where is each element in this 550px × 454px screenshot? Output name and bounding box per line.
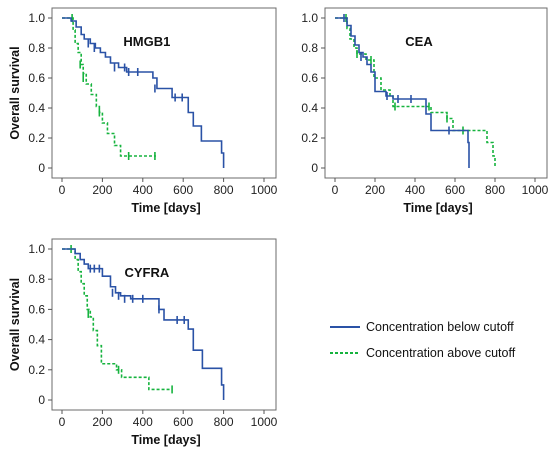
panel-title: CYFRA [124, 265, 169, 280]
plot-frame [51, 7, 277, 179]
legend-label-above: Concentration above cutoff [366, 346, 516, 360]
x-tick-label: 1000 [522, 183, 549, 197]
y-tick-label: 0.4 [28, 333, 45, 347]
chart-panel-cea: CEA 0 0.2 0.4 0.6 0.8 1.0 0 200 400 600 800 1000 Time… [301, 7, 549, 215]
x-tick-label: 1000 [251, 415, 278, 429]
x-tick-label: 800 [214, 183, 234, 197]
survival-curve [62, 248, 225, 400]
plot-frame [51, 238, 277, 411]
series-below-cutoff [335, 14, 470, 168]
survival-curve [335, 17, 496, 168]
plot-frame [324, 7, 548, 179]
y-tick-label: 0 [38, 161, 45, 175]
x-tick-label: 200 [365, 183, 385, 197]
x-tick-label: 400 [405, 183, 425, 197]
y-tick-label: 0.6 [28, 302, 45, 316]
x-tick-label: 0 [332, 183, 339, 197]
x-tick-label: 200 [92, 415, 112, 429]
y-tick-label: 0.2 [301, 131, 318, 145]
x-tick-label: 0 [59, 183, 66, 197]
y-tick-label: 1.0 [28, 242, 45, 256]
x-axis-label: Time [days] [131, 433, 200, 447]
y-tick-label: 0 [311, 161, 318, 175]
legend: Concentration below cutoff Concentration… [330, 320, 516, 360]
survival-curve [335, 17, 470, 168]
y-tick-label: 0 [38, 393, 45, 407]
y-tick-label: 0.8 [28, 41, 45, 55]
y-tick-label: 1.0 [28, 11, 45, 25]
legend-label-below: Concentration below cutoff [366, 320, 514, 334]
chart-panel-cyfra: CYFRA 0 0.2 0.4 0.6 0.8 1.0 0 200 400 600 800 1000 Ti… [8, 238, 278, 447]
chart-panel-hmgb1: HMGB1 0 0.2 0.4 0.6 0.8 1.0 0 200 400 600 800 1000 Ti… [8, 7, 278, 215]
y-tick-label: 0.2 [28, 131, 45, 145]
x-tick-label: 800 [485, 183, 505, 197]
x-axis-label: Time [days] [131, 201, 200, 215]
x-tick-label: 400 [133, 415, 153, 429]
y-axis-label: Overall survival [8, 46, 22, 139]
y-tick-label: 0.4 [301, 101, 318, 115]
x-tick-label: 600 [173, 415, 193, 429]
x-axis-label: Time [days] [403, 201, 472, 215]
x-tick-label: 800 [214, 415, 234, 429]
x-tick-label: 600 [445, 183, 465, 197]
y-tick-label: 0.6 [28, 71, 45, 85]
x-tick-label: 1000 [251, 183, 278, 197]
survival-curve [62, 17, 156, 157]
y-tick-label: 0.6 [301, 71, 318, 85]
y-tick-label: 0.8 [301, 41, 318, 55]
y-tick-label: 0.4 [28, 101, 45, 115]
series-below-cutoff [62, 248, 225, 400]
y-tick-label: 0.8 [28, 272, 45, 286]
x-tick-label: 400 [133, 183, 153, 197]
y-axis-label: Overall survival [8, 278, 22, 371]
y-tick-label: 1.0 [301, 11, 318, 25]
x-tick-label: 200 [92, 183, 112, 197]
x-tick-label: 600 [173, 183, 193, 197]
x-tick-label: 0 [59, 415, 66, 429]
survival-curve [62, 248, 173, 391]
panel-title: CEA [405, 34, 433, 49]
series-below-cutoff [62, 17, 225, 168]
survival-curve [62, 17, 225, 168]
y-tick-label: 0.2 [28, 363, 45, 377]
panel-title: HMGB1 [123, 34, 170, 49]
